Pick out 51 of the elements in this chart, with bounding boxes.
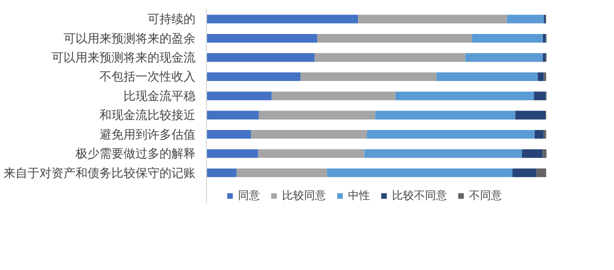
bar [236,168,327,178]
bar [522,149,543,158]
bar [538,72,544,82]
legend-label: 同意 [238,189,260,203]
legend-label: 中性 [348,189,370,203]
bar [536,168,546,178]
bar [364,149,522,158]
y-tick-label: 来自于对资产和债务比较保守的记账 [4,166,196,180]
legend-label: 比较不同意 [392,189,447,203]
bar [396,92,534,100]
legend-label: 比较同意 [282,189,326,203]
bar [358,14,508,24]
bar [206,53,315,62]
bar [206,34,318,43]
bar [542,149,546,158]
y-tick-label: 不包括一次性收入 [100,70,196,84]
y-tick-label: 极少需要做过多的解释 [74,146,196,161]
bar [465,53,543,62]
legend-label: 不同意 [469,189,502,203]
bar [314,53,466,62]
bar [317,34,472,43]
bar [326,168,512,178]
y-tick-label: 可持续的 [148,12,196,26]
bar [375,110,516,120]
bar [512,168,537,178]
y-tick-label: 可以用来预测将来的盈余 [64,31,196,46]
bar [206,110,259,120]
bar [206,92,272,100]
y-tick-label: 避免用到许多估值 [100,127,196,142]
y-tick-label: 和现金流比较接近 [100,108,196,122]
bar [206,149,258,158]
bar [206,14,358,24]
bar [542,53,546,62]
bar [366,130,535,139]
bar [258,149,364,158]
y-tick-label: 可以用来预测将来的现金流 [52,50,196,64]
bar [472,34,543,43]
bar [507,14,544,24]
bar [542,34,546,43]
bar [206,72,301,82]
bar [251,130,367,139]
bar [258,110,376,120]
bar [534,130,544,139]
y-tick-label: 比现金流平稳 [124,88,196,103]
bar [272,92,396,100]
bar [515,110,546,120]
bar [300,72,436,82]
bar [206,168,237,178]
bar [206,130,252,139]
bar [436,72,538,82]
bar [534,92,546,100]
